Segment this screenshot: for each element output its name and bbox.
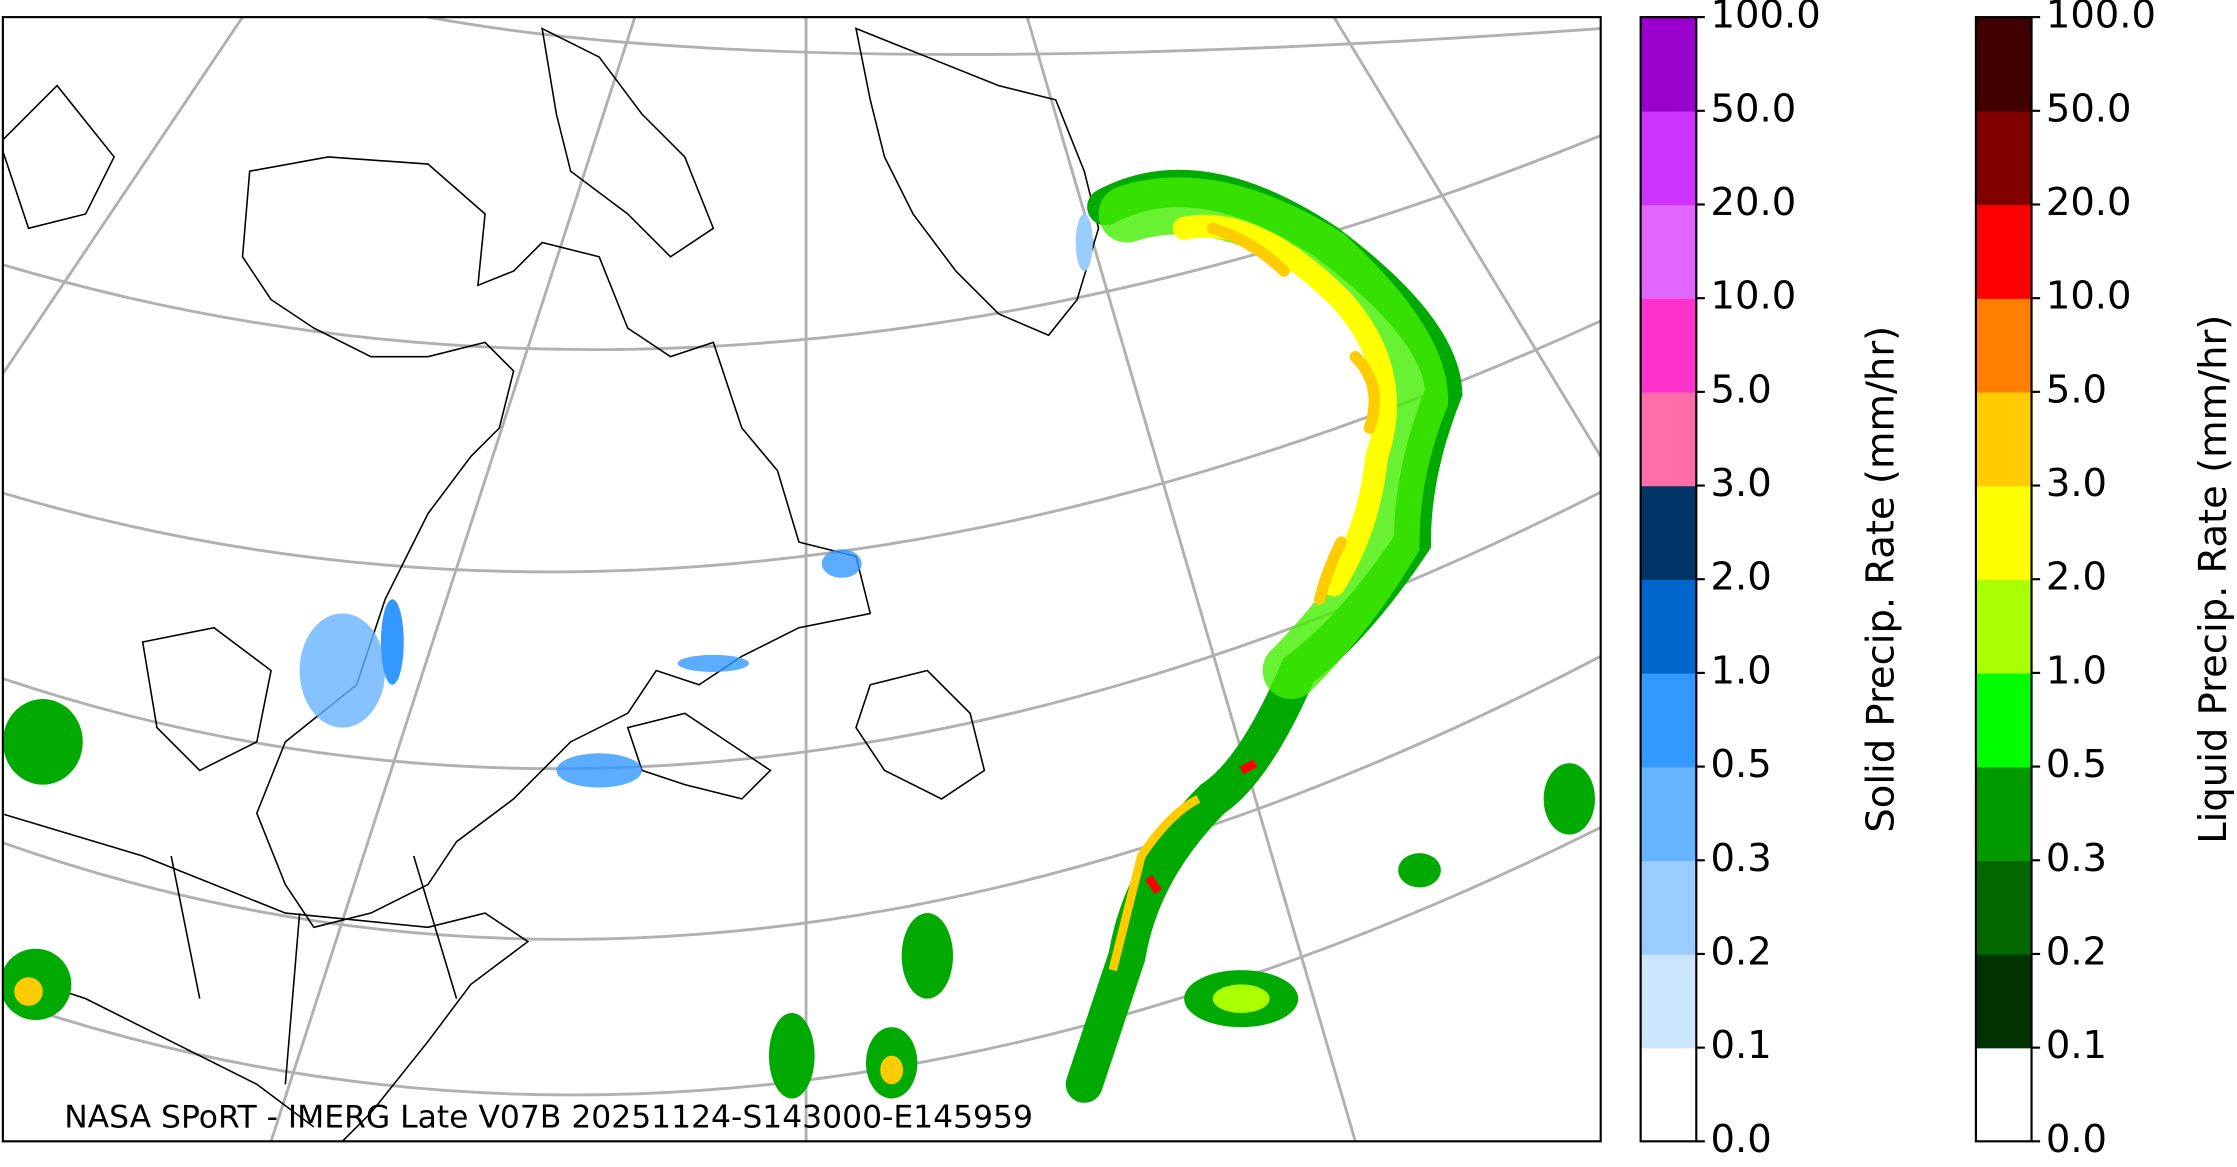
colorbar-tick-label: 0.5 (2046, 742, 2107, 787)
colorbar-tick-label: 0.2 (1711, 929, 1772, 974)
colorbar-tick-label: 3.0 (2046, 461, 2107, 506)
colorbar-segment (1975, 298, 2032, 393)
colorbar-tick-label: 0.5 (1711, 742, 1772, 787)
colorbar-label: Liquid Precip. Rate (mm/hr) (2191, 315, 2236, 844)
colorbar-tick-label: 10.0 (1711, 274, 1797, 319)
colorbar-tick-label: 0.0 (2046, 1117, 2107, 1162)
colorbar-segment (1640, 860, 1697, 955)
colorbar-tick-label: 50.0 (2046, 86, 2132, 131)
colorbar-segment (1975, 953, 2032, 1049)
colorbar-tick-label: 1.0 (2046, 648, 2107, 693)
colorbar-segment (1975, 391, 2032, 487)
colorbar-segment (1975, 672, 2032, 768)
colorbars: 0.0 0.1 0.2 0.3 0.5 1.0 2.0 3.0 5.0 10.0 20.0 50.0 1… (1639, 0, 2236, 1162)
colorbar-tick-label: 10.0 (2046, 274, 2132, 319)
colorbar-segment (1640, 485, 1697, 580)
colorbar-tick-label: 0.3 (1711, 836, 1772, 881)
colorbar-tick-label: 0.1 (1711, 1023, 1772, 1068)
colorbar-segment (1640, 766, 1697, 861)
colorbar-tick-label: 3.0 (1711, 461, 1772, 506)
graticule (2, 17, 1601, 1142)
colorbar-segment (1975, 860, 2032, 955)
colorbar-tick-label: 20.0 (2046, 180, 2132, 225)
colorbar-segment (1975, 17, 2032, 112)
colorbar-segment (1975, 204, 2032, 299)
colorbar-tick-label: 5.0 (2046, 367, 2107, 412)
colorbar-segment (1640, 579, 1697, 674)
colorbar-tick-label: 50.0 (1711, 86, 1797, 131)
colorbar-tick-label: 20.0 (1711, 180, 1797, 225)
colorbar-tick-label: 100.0 (1711, 0, 1821, 38)
colorbar-segment (1640, 204, 1697, 299)
colorbar-tick-label: 1.0 (1711, 648, 1772, 693)
colorbar-tick-label: 2.0 (2046, 555, 2107, 600)
colorbar-tick-label: 0.0 (1711, 1117, 1772, 1162)
colorbar-segment (1640, 672, 1697, 768)
colorbar-segment (1640, 298, 1697, 393)
colorbar-segment (1640, 1047, 1697, 1143)
colorbar-tick-label: 0.3 (2046, 836, 2107, 881)
colorbar-tick-label: 2.0 (1711, 555, 1772, 600)
colorbar-label: Solid Precip. Rate (mm/hr) (1859, 326, 1904, 833)
colorbar-segment (1640, 17, 1697, 112)
colorbar-segment (1640, 391, 1697, 487)
colorbar-segment (1975, 110, 2032, 206)
colorbar-tick-label: 5.0 (1711, 367, 1772, 412)
map-frame (1, 16, 1602, 1143)
colorbar-segment (1975, 579, 2032, 674)
colorbar-segment (1975, 766, 2032, 861)
colorbar-segment (1640, 110, 1697, 206)
colorbar-segment (1975, 485, 2032, 580)
colorbar-tick-label: 100.0 (2046, 0, 2156, 38)
colorbar-tick-label: 0.2 (2046, 929, 2107, 974)
map: NASA SPoRT - IMERG Late V07B 20251124-S1… (1, 16, 1602, 1143)
precipitation (2, 169, 1596, 1103)
caption: NASA SPoRT - IMERG Late V07B 20251124-S1… (64, 1099, 1033, 1135)
colorbar-tick-label: 0.1 (2046, 1023, 2107, 1068)
colorbar-segment (1640, 953, 1697, 1049)
colorbar-segment (1975, 1047, 2032, 1143)
